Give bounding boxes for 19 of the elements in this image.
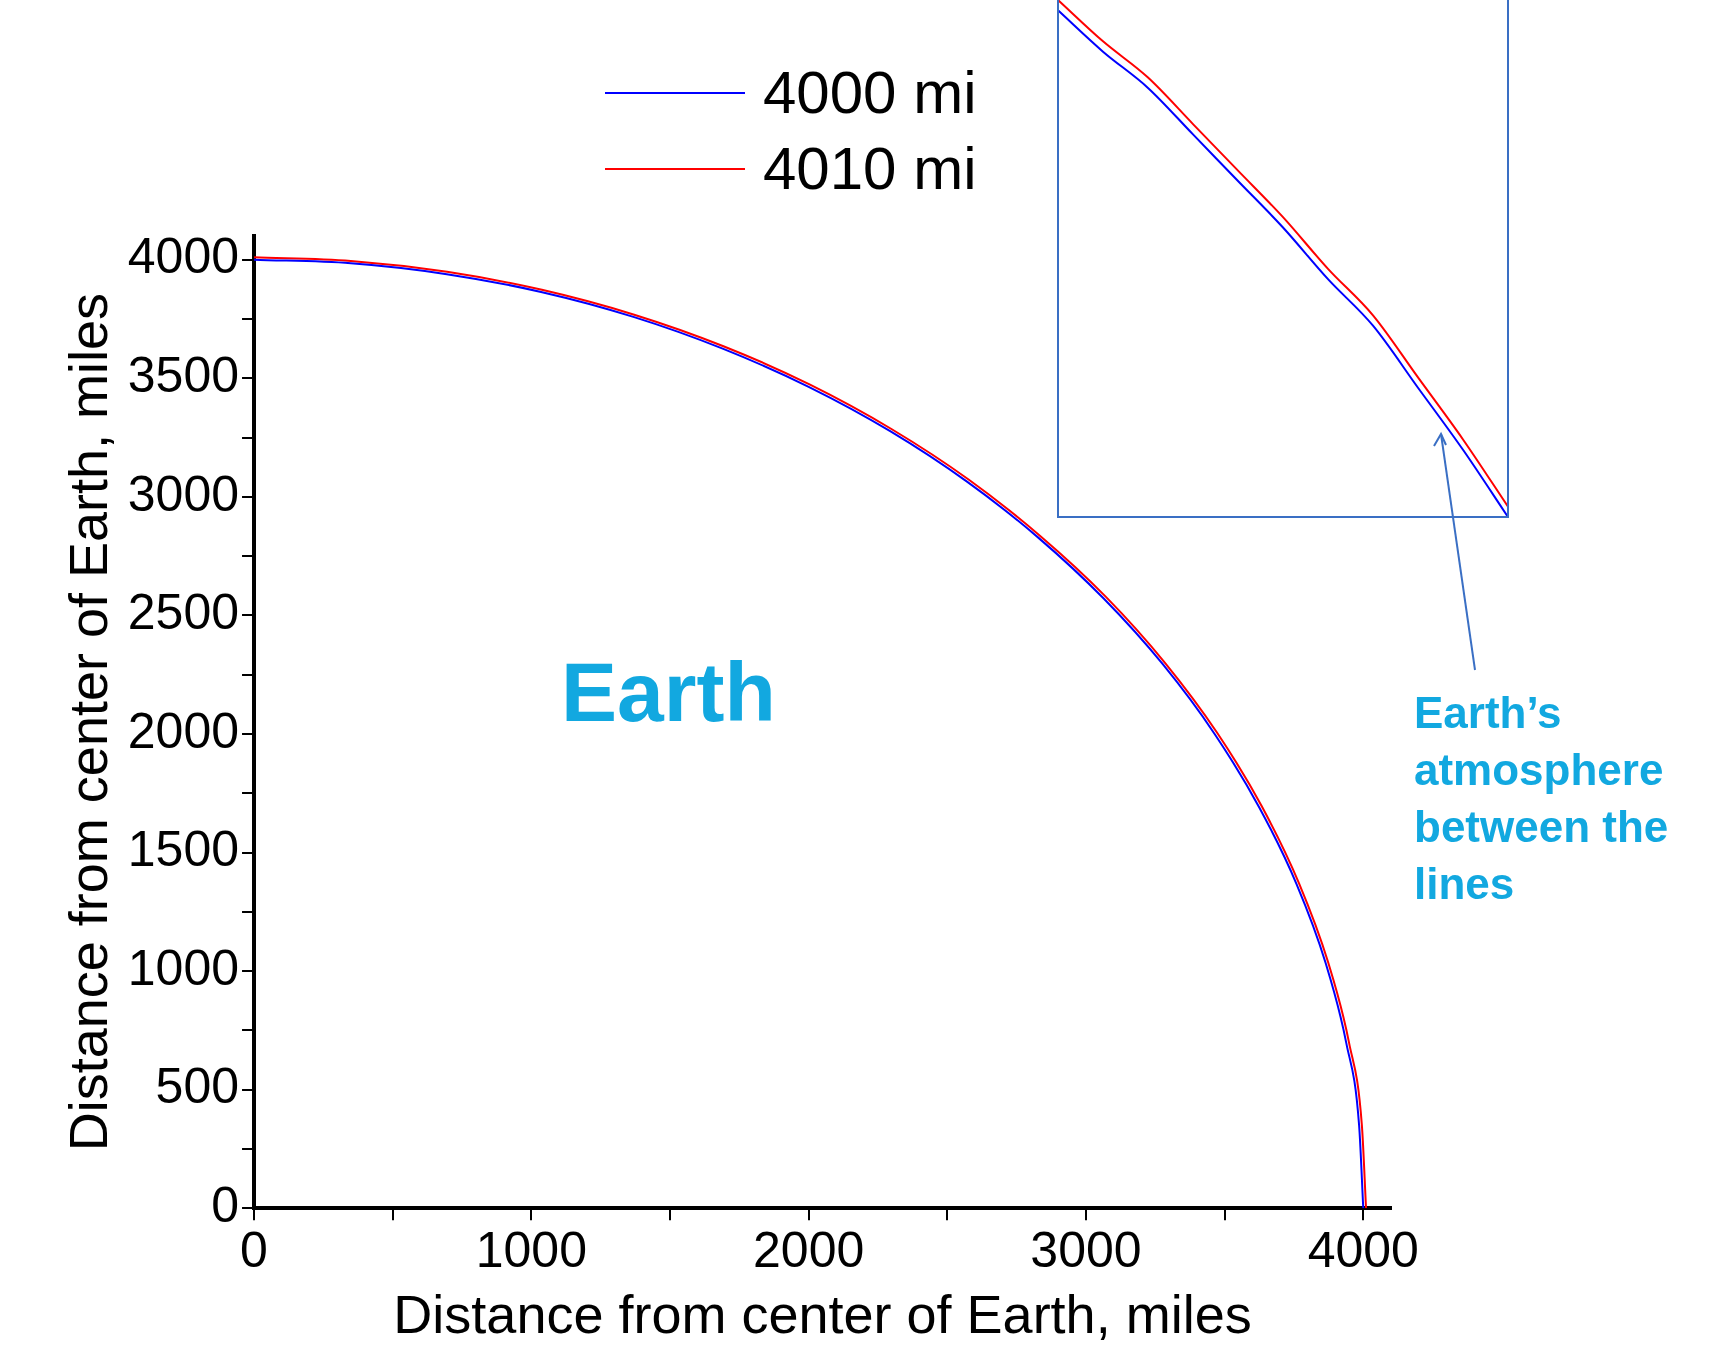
text: Earth’s atmosphere between the lines	[1414, 687, 1670, 910]
y-axis-title: Distance from center of Earth, miles	[58, 292, 119, 1152]
legend-label: 4010 mi	[763, 134, 977, 204]
y-tick-label: 1000	[127, 939, 240, 996]
annotation: Earth	[561, 644, 776, 742]
y-tick-label: 500	[155, 1058, 240, 1115]
x-tick-label: 4000	[1307, 1221, 1419, 1278]
x-tick-label: 2000	[753, 1221, 865, 1278]
x-tick-label: 1000	[475, 1221, 587, 1278]
y-tick-label: 2000	[127, 702, 240, 759]
y-tick-label: 3000	[127, 465, 240, 522]
y-tick-label: 0	[211, 1176, 240, 1233]
legend-label: 4000 mi	[763, 58, 977, 128]
x-tick-label: 3000	[1030, 1221, 1142, 1278]
x-axis-title: Distance from center of Earth, miles	[393, 1284, 1252, 1345]
y-tick-label: 1500	[127, 821, 240, 878]
y-tick-label: 4000	[127, 228, 240, 285]
y-tick-label: 3500	[127, 347, 240, 404]
y-tick-label: 2500	[127, 584, 240, 641]
